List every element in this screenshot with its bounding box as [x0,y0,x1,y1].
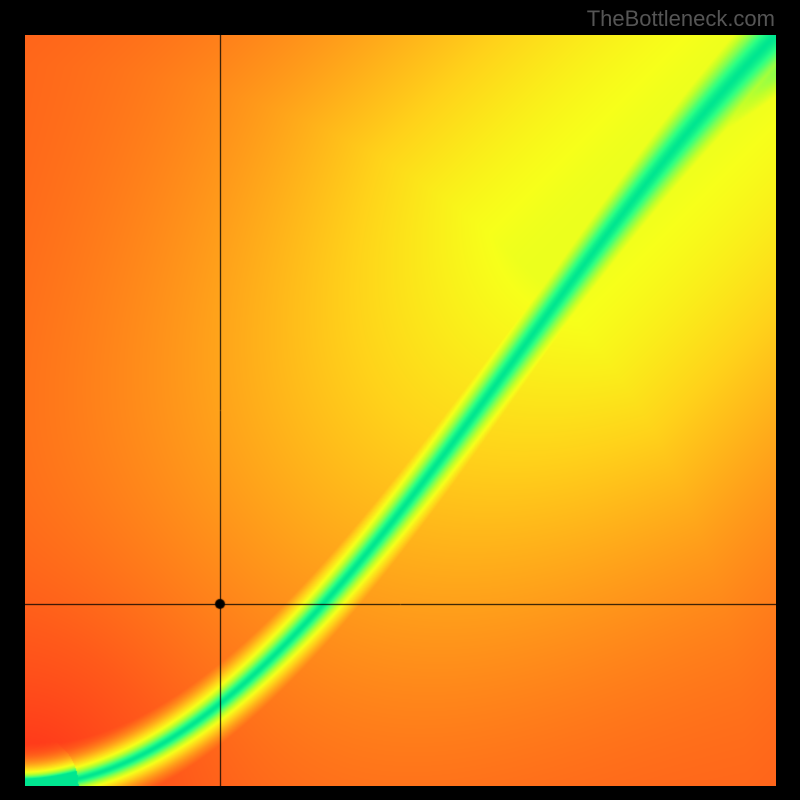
watermark-text: TheBottleneck.com [587,6,775,32]
chart-container: TheBottleneck.com [0,0,800,800]
heatmap-canvas [25,35,776,786]
